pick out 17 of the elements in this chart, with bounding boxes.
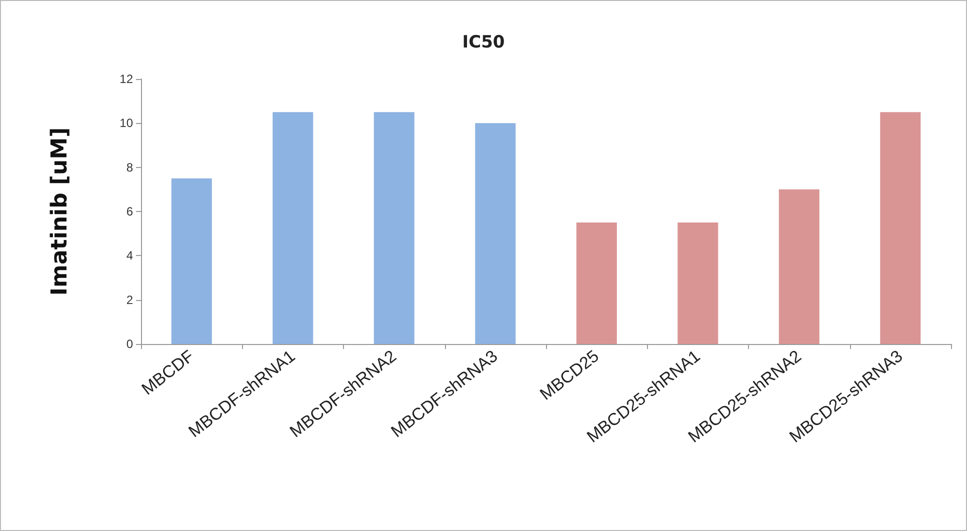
bar — [678, 222, 718, 344]
chart-title: IC50 — [462, 32, 505, 52]
y-tick-label: 2 — [126, 292, 134, 307]
y-axis-title: Imatinib [uM] — [48, 127, 72, 296]
bar — [778, 189, 820, 344]
bar — [576, 222, 617, 344]
bar — [880, 112, 921, 344]
y-tick-label: 10 — [120, 116, 134, 130]
y-tick-label: 8 — [126, 160, 134, 174]
bar — [171, 178, 212, 344]
bar — [374, 112, 414, 344]
y-tick-label: 6 — [126, 204, 134, 218]
bar — [272, 112, 314, 344]
y-tick-label: 0 — [126, 337, 134, 351]
y-tick-label: 12 — [120, 72, 134, 86]
bar — [475, 123, 516, 344]
y-tick-label: 4 — [126, 248, 134, 263]
